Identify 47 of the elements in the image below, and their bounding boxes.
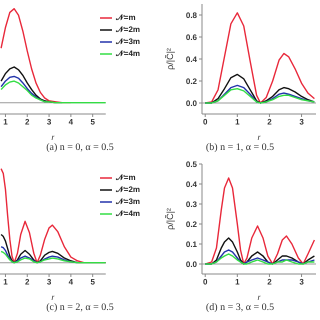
x-tick-label: 3 <box>299 278 304 287</box>
x-tick-label: 1 <box>235 278 240 287</box>
x-axis-title: r <box>258 293 261 302</box>
legend-label: 𝒩=3m <box>116 37 140 46</box>
x-tick-label: 0 <box>202 278 208 287</box>
y-tick-label: 0.4 <box>186 54 198 64</box>
y-tick-label: 0.2 <box>186 220 198 229</box>
x-tick-label: 1 <box>3 278 8 287</box>
y-tick-label: 0.0 <box>186 260 198 269</box>
x-tick-label: 1 <box>235 118 240 127</box>
x-tick-label: 2 <box>267 278 272 287</box>
y-tick-label: 0.4 <box>186 180 198 189</box>
x-tick-label: 5 <box>90 118 96 127</box>
y-tick-label: 0.1 <box>186 240 198 249</box>
x-tick-label: 5 <box>90 278 96 287</box>
x-tick-label: 2 <box>25 278 30 287</box>
legend-label: 𝒩=3m <box>116 197 140 206</box>
legend-label: 𝒩=4m <box>116 49 140 58</box>
y-tick-label: 0.3 <box>186 200 198 209</box>
text: (d) n = 3, α = 0.5 <box>204 302 276 313</box>
x-tick-label: 1 <box>3 118 8 127</box>
legend-label: 𝒩=m <box>116 173 136 182</box>
y-axis-title: ρ/|C̃|² <box>164 48 176 70</box>
text: (a) n = 0, α = 0.5 <box>45 142 115 153</box>
x-axis-title: r <box>258 133 261 142</box>
y-tick-label: 0.6 <box>186 32 198 42</box>
legend-label: 𝒩=2m <box>116 25 140 34</box>
x-tick-label: 2 <box>25 118 30 127</box>
text: (c) n = 2, α = 0.5 <box>45 302 115 313</box>
x-tick-label: 3 <box>46 278 52 287</box>
legend-label: 𝒩=4m <box>116 209 140 218</box>
y-tick-label: 0.5 <box>186 160 198 169</box>
y-tick-label: 0.0 <box>186 98 198 108</box>
y-tick-label: 0.2 <box>186 76 198 86</box>
x-tick-label: 4 <box>68 278 74 287</box>
x-tick-label: 2 <box>267 118 272 127</box>
x-tick-label: 3 <box>46 118 52 127</box>
y-axis-title: ρ/|C̃|² <box>164 208 176 230</box>
x-tick-label: 0 <box>202 118 208 127</box>
x-axis-title: r <box>52 133 55 142</box>
x-tick-label: 4 <box>68 118 74 127</box>
legend-label: 𝒩=2m <box>116 185 140 194</box>
text: (b) n = 1, α = 0.5 <box>204 142 276 153</box>
x-axis-title: r <box>52 293 55 302</box>
x-tick-label: 3 <box>299 118 304 127</box>
legend-label: 𝒩=m <box>116 13 136 22</box>
y-tick-label: 0.8 <box>186 10 198 20</box>
